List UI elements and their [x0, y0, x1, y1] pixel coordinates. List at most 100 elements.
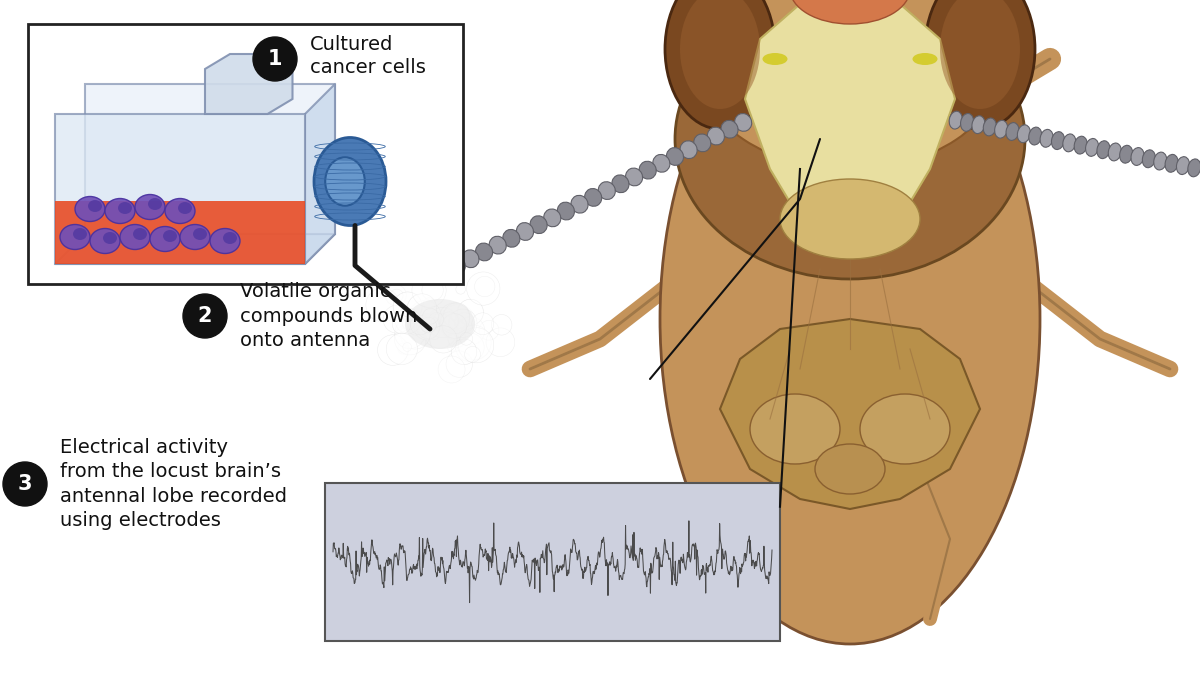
Ellipse shape — [815, 444, 886, 494]
Circle shape — [422, 314, 457, 348]
Circle shape — [422, 279, 443, 301]
Ellipse shape — [940, 0, 1020, 109]
Ellipse shape — [995, 120, 1008, 138]
Ellipse shape — [134, 194, 166, 219]
Circle shape — [431, 318, 439, 327]
Circle shape — [474, 276, 494, 297]
Ellipse shape — [163, 230, 178, 242]
Ellipse shape — [1018, 125, 1031, 143]
Circle shape — [414, 315, 439, 340]
Ellipse shape — [1051, 132, 1064, 149]
Circle shape — [430, 330, 439, 340]
Circle shape — [455, 312, 474, 332]
Ellipse shape — [74, 196, 106, 221]
Circle shape — [398, 343, 409, 354]
Ellipse shape — [1142, 150, 1156, 168]
Ellipse shape — [314, 138, 386, 225]
Circle shape — [392, 315, 410, 334]
Polygon shape — [85, 84, 335, 234]
Circle shape — [383, 305, 412, 333]
Ellipse shape — [660, 0, 1040, 644]
Ellipse shape — [1074, 136, 1087, 154]
Ellipse shape — [666, 147, 684, 166]
Ellipse shape — [118, 202, 132, 214]
Circle shape — [440, 312, 458, 330]
Ellipse shape — [680, 0, 760, 109]
Circle shape — [424, 298, 436, 310]
Circle shape — [460, 333, 473, 345]
Circle shape — [456, 333, 484, 362]
Circle shape — [486, 328, 515, 356]
Text: 1: 1 — [268, 49, 282, 69]
Ellipse shape — [60, 225, 90, 249]
Ellipse shape — [406, 299, 475, 349]
Circle shape — [253, 37, 298, 81]
Circle shape — [458, 327, 493, 363]
Bar — [28, 24, 463, 284]
Ellipse shape — [750, 394, 840, 464]
Circle shape — [446, 351, 473, 378]
Circle shape — [395, 323, 426, 355]
Circle shape — [472, 313, 493, 335]
Circle shape — [390, 289, 403, 302]
Polygon shape — [305, 84, 335, 264]
Circle shape — [403, 343, 412, 352]
Polygon shape — [720, 319, 980, 509]
Circle shape — [408, 318, 424, 335]
Ellipse shape — [178, 202, 192, 214]
Circle shape — [385, 285, 407, 306]
Circle shape — [366, 288, 400, 322]
Ellipse shape — [1063, 134, 1076, 152]
Circle shape — [456, 325, 491, 360]
Circle shape — [444, 303, 469, 329]
Circle shape — [416, 315, 440, 339]
Circle shape — [378, 335, 408, 365]
Text: Volatile organic
compounds blown
onto antenna: Volatile organic compounds blown onto an… — [240, 282, 418, 350]
Circle shape — [438, 356, 466, 383]
Ellipse shape — [1188, 159, 1200, 177]
Ellipse shape — [223, 232, 236, 244]
Ellipse shape — [449, 257, 466, 274]
Circle shape — [395, 318, 425, 348]
Circle shape — [421, 317, 437, 333]
Text: Electrical activity
from the locust brain’s
antennal lobe recorded
using electro: Electrical activity from the locust brai… — [60, 438, 287, 530]
Ellipse shape — [503, 230, 520, 247]
Circle shape — [430, 326, 457, 353]
Ellipse shape — [584, 189, 601, 206]
Ellipse shape — [680, 141, 697, 159]
Circle shape — [456, 285, 466, 294]
Circle shape — [410, 315, 430, 335]
Circle shape — [456, 333, 466, 343]
Ellipse shape — [571, 196, 588, 213]
Polygon shape — [55, 234, 335, 264]
Circle shape — [182, 294, 227, 338]
Ellipse shape — [734, 113, 751, 131]
Ellipse shape — [1132, 147, 1144, 166]
Circle shape — [457, 299, 484, 325]
Ellipse shape — [544, 209, 560, 227]
Ellipse shape — [860, 394, 950, 464]
Ellipse shape — [103, 232, 118, 244]
Circle shape — [407, 294, 437, 323]
Circle shape — [430, 312, 444, 327]
Ellipse shape — [106, 198, 134, 223]
Ellipse shape — [1040, 130, 1054, 147]
Circle shape — [464, 346, 480, 363]
Ellipse shape — [1086, 139, 1098, 156]
Ellipse shape — [1097, 141, 1110, 159]
Ellipse shape — [150, 227, 180, 251]
Ellipse shape — [640, 161, 656, 179]
Ellipse shape — [1165, 154, 1178, 172]
Ellipse shape — [721, 120, 738, 138]
Ellipse shape — [949, 111, 962, 129]
Circle shape — [448, 331, 466, 348]
Circle shape — [491, 314, 512, 335]
Circle shape — [408, 301, 442, 333]
Ellipse shape — [983, 118, 996, 136]
Polygon shape — [745, 0, 955, 234]
Ellipse shape — [674, 0, 1025, 279]
Polygon shape — [205, 54, 293, 114]
Circle shape — [412, 273, 446, 308]
Text: 3: 3 — [18, 474, 32, 494]
Ellipse shape — [462, 250, 479, 268]
